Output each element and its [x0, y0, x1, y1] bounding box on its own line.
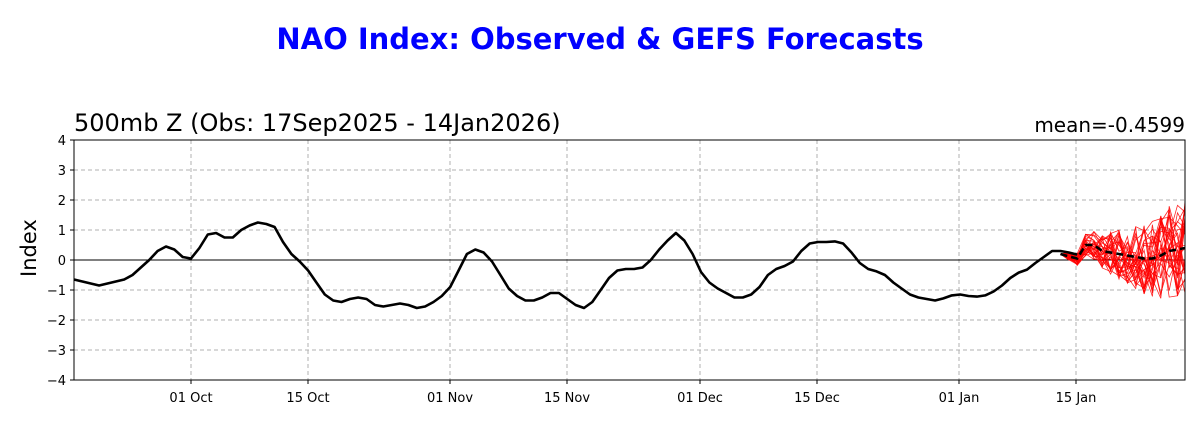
y-tick-label: −1	[47, 284, 66, 299]
grid-lines	[74, 140, 1185, 380]
y-tick-label: −4	[47, 374, 66, 389]
x-tick-label: 01 Oct	[169, 391, 212, 406]
mean-annotation: mean=-0.4599	[1034, 113, 1185, 137]
chart-subtitle: 500mb Z (Obs: 17Sep2025 - 14Jan2026)	[74, 109, 561, 137]
observed-series	[73, 221, 1078, 310]
x-tick-label: 01 Jan	[939, 391, 980, 406]
chart-title: NAO Index: Observed & GEFS Forecasts	[276, 22, 924, 56]
x-tick-label: 01 Dec	[677, 391, 723, 406]
y-tick-label: 3	[58, 164, 66, 179]
x-tick-label: 15 Nov	[544, 391, 590, 406]
ensemble-members	[1060, 200, 1186, 299]
y-tick-label: 2	[58, 194, 66, 209]
x-axis-ticks: 01 Oct 15 Oct 01 Nov 15 Nov 01 Dec 15 Dec 01 J…	[169, 380, 1096, 406]
x-tick-label: 15 Oct	[286, 391, 329, 406]
y-tick-label: −2	[47, 314, 66, 329]
y-tick-label: 0	[58, 254, 66, 269]
ensemble-mean-series	[1060, 243, 1186, 260]
x-tick-label: 15 Dec	[794, 391, 840, 406]
x-tick-label: 01 Nov	[427, 391, 473, 406]
y-tick-label: −3	[47, 344, 66, 359]
y-axis-ticks: 4 3 2 1 0 −1 −2 −3 −4	[47, 134, 74, 389]
y-tick-label: 4	[58, 134, 66, 149]
x-tick-label: 15 Jan	[1056, 391, 1097, 406]
y-tick-label: 1	[58, 224, 66, 239]
